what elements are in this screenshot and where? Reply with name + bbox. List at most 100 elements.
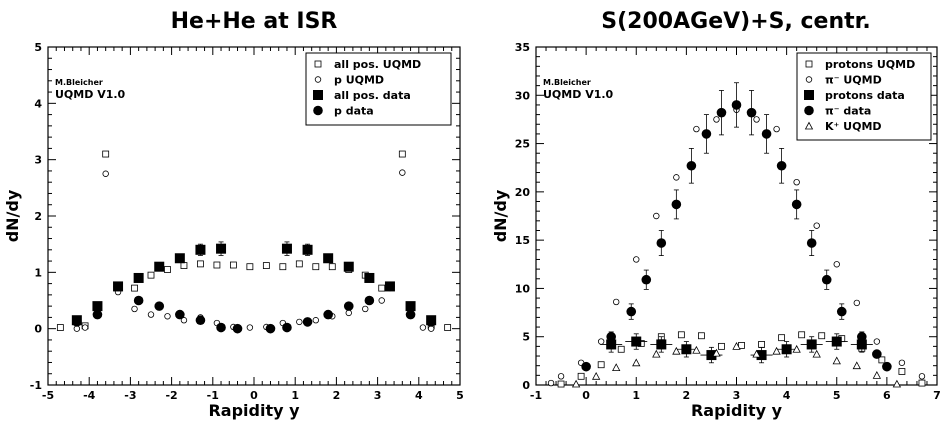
legend-entry: all pos. data — [334, 89, 411, 102]
data-point — [672, 346, 681, 355]
data-point — [246, 324, 254, 331]
data-point — [174, 253, 185, 264]
data-point — [756, 350, 767, 361]
data-point — [873, 338, 881, 345]
y-axis-label: dN/dy — [3, 189, 22, 242]
x-tick-label: 5 — [456, 389, 464, 402]
legend-entry: protons UQMD — [825, 58, 915, 71]
data-point — [613, 298, 620, 306]
x-tick-label: -1 — [207, 389, 219, 402]
x-tick-label: 5 — [833, 389, 841, 402]
data-point — [399, 169, 406, 176]
data-point — [262, 262, 270, 269]
data-point — [282, 322, 292, 333]
data-point — [701, 129, 712, 139]
data-point — [617, 345, 625, 353]
data-point — [147, 271, 155, 279]
y-tick-label: 4 — [34, 97, 42, 110]
data-point — [295, 260, 303, 268]
legend-entry: p data — [334, 105, 374, 118]
data-point — [793, 178, 800, 186]
data-point — [164, 266, 171, 273]
y-tick-label: 25 — [515, 138, 530, 151]
data-point — [792, 344, 801, 353]
legend-marker-open-triangle — [804, 121, 814, 130]
y-tick-label: 5 — [522, 331, 530, 344]
data-point — [92, 301, 103, 312]
data-point — [833, 261, 840, 268]
data-point — [612, 363, 621, 372]
legend: all pos. UQMD p UQMD all pos. data p data — [305, 52, 452, 126]
y-axis-label: dN/dy — [491, 189, 510, 242]
data-point — [606, 331, 616, 342]
x-tick-label: -3 — [124, 389, 136, 402]
chart-s-s-central: S(200AGeV)+S, centr.-1 0 1 2 3 4 5 6 70510152025… — [491, 9, 941, 420]
annotation-version: UQMD V1.0 — [543, 88, 614, 101]
series-open-circle — [73, 169, 435, 332]
y-tick-label: 20 — [515, 186, 531, 199]
data-point — [878, 356, 886, 364]
legend-entry: protons data — [825, 89, 905, 102]
series-filled-circle — [72, 281, 436, 334]
data-point — [216, 322, 226, 333]
data-point — [175, 309, 185, 320]
legend-entry: all pos. UQMD — [334, 58, 421, 71]
data-point — [706, 350, 717, 361]
data-point — [197, 260, 204, 268]
data-point — [626, 306, 637, 317]
data-point — [577, 372, 585, 380]
data-point — [898, 368, 906, 375]
x-tick-label: 3 — [733, 389, 741, 402]
data-point — [405, 309, 416, 320]
series-filled-circle — [581, 82, 892, 372]
data-point — [279, 263, 287, 271]
data-point — [364, 295, 375, 306]
data-point — [713, 116, 720, 123]
data-point — [385, 281, 395, 292]
chart-he-he-isr: He+He at ISR -5 -4 -3 -2 -1 0 1 2 3 4 5 -1 0 1 2 3 4 5 Rapi… — [3, 9, 464, 420]
data-point — [147, 311, 155, 318]
data-point — [246, 263, 254, 271]
data-point — [806, 238, 817, 248]
data-point — [302, 244, 313, 255]
data-point — [229, 261, 237, 269]
x-tick-label: 6 — [883, 389, 891, 402]
x-tick-label: 4 — [783, 389, 791, 402]
data-point — [164, 313, 171, 320]
data-point — [444, 324, 452, 331]
legend-entry: π⁻ data — [825, 105, 871, 118]
y-tick-label: 2 — [34, 210, 42, 223]
data-point — [872, 349, 882, 359]
legend: protons UQMD π⁻ UQMD protons data π⁻ data K⁺… — [796, 52, 932, 141]
data-point — [323, 309, 333, 320]
data-point — [738, 342, 745, 349]
data-point — [818, 332, 826, 340]
data-point — [343, 261, 354, 272]
annotation-author: M.Bleicher — [543, 78, 591, 87]
data-point — [296, 318, 303, 326]
data-point — [686, 160, 697, 171]
legend-marker-open-square — [805, 60, 813, 68]
data-point — [133, 295, 144, 306]
data-point — [345, 309, 352, 317]
data-point — [671, 199, 682, 210]
data-point — [656, 339, 667, 350]
data-point — [633, 256, 640, 263]
x-tick-label: 0 — [582, 389, 590, 402]
data-point — [102, 170, 109, 177]
data-point — [821, 274, 832, 285]
x-tick-label: 1 — [291, 389, 299, 402]
legend-box — [796, 52, 932, 141]
data-point — [806, 339, 817, 350]
series-open-triangle — [571, 342, 902, 388]
data-point — [761, 129, 772, 139]
data-point — [781, 344, 792, 355]
data-point — [718, 342, 725, 350]
data-point — [195, 244, 206, 255]
x-tick-label: 1 — [632, 389, 640, 402]
annotation-author: M.Bleicher — [55, 78, 103, 87]
data-point — [853, 299, 860, 307]
data-point — [632, 358, 641, 367]
data-point — [758, 341, 765, 348]
data-point — [753, 116, 760, 123]
